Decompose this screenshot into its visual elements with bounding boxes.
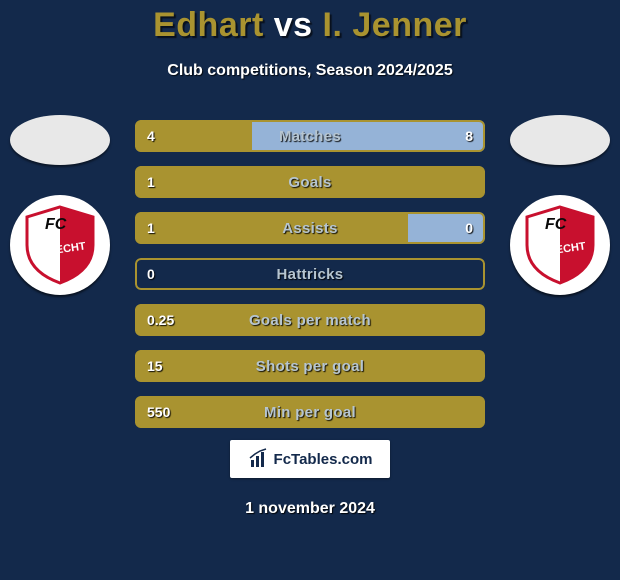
club-shield-left: FC UTRECHT	[23, 205, 97, 285]
date-text: 1 november 2024	[0, 500, 620, 518]
stat-label: Matches	[135, 120, 485, 152]
right-side-logos: FC UTRECHT	[510, 115, 610, 295]
stat-label: Shots per goal	[135, 350, 485, 382]
player2-name: I. Jenner	[323, 6, 467, 44]
stat-row: 48Matches	[135, 120, 485, 152]
stat-row: 10Assists	[135, 212, 485, 244]
comparison-infographic: Edhart vs I. Jenner Club competitions, S…	[0, 0, 620, 580]
stat-row: 550Min per goal	[135, 396, 485, 428]
left-country-logo	[10, 115, 110, 165]
stat-label: Goals	[135, 166, 485, 198]
club-shield-right: FC UTRECHT	[523, 205, 597, 285]
stat-label: Hattricks	[135, 258, 485, 290]
right-country-logo	[510, 115, 610, 165]
title: Edhart vs I. Jenner	[0, 6, 620, 45]
branding-chart-icon	[248, 448, 270, 470]
branding-text: FcTables.com	[274, 451, 373, 468]
title-vs: vs	[274, 6, 313, 44]
subtitle: Club competitions, Season 2024/2025	[0, 62, 620, 80]
stat-row: 0Hattricks	[135, 258, 485, 290]
stat-label: Goals per match	[135, 304, 485, 336]
stat-row: 15Shots per goal	[135, 350, 485, 382]
right-club-logo: FC UTRECHT	[510, 195, 610, 295]
stats-container: 48Matches 1Goals 10Assists 0Hattricks 0.25Go…	[135, 120, 485, 428]
left-club-logo: FC UTRECHT	[10, 195, 110, 295]
club-fc-left: FC	[45, 216, 67, 233]
stat-label: Min per goal	[135, 396, 485, 428]
stat-row: 1Goals	[135, 166, 485, 198]
club-fc-right: FC	[545, 216, 567, 233]
branding-box: FcTables.com	[230, 440, 390, 478]
left-side-logos: FC UTRECHT	[10, 115, 110, 295]
stat-row: 0.25Goals per match	[135, 304, 485, 336]
player1-name: Edhart	[153, 6, 264, 44]
stat-label: Assists	[135, 212, 485, 244]
